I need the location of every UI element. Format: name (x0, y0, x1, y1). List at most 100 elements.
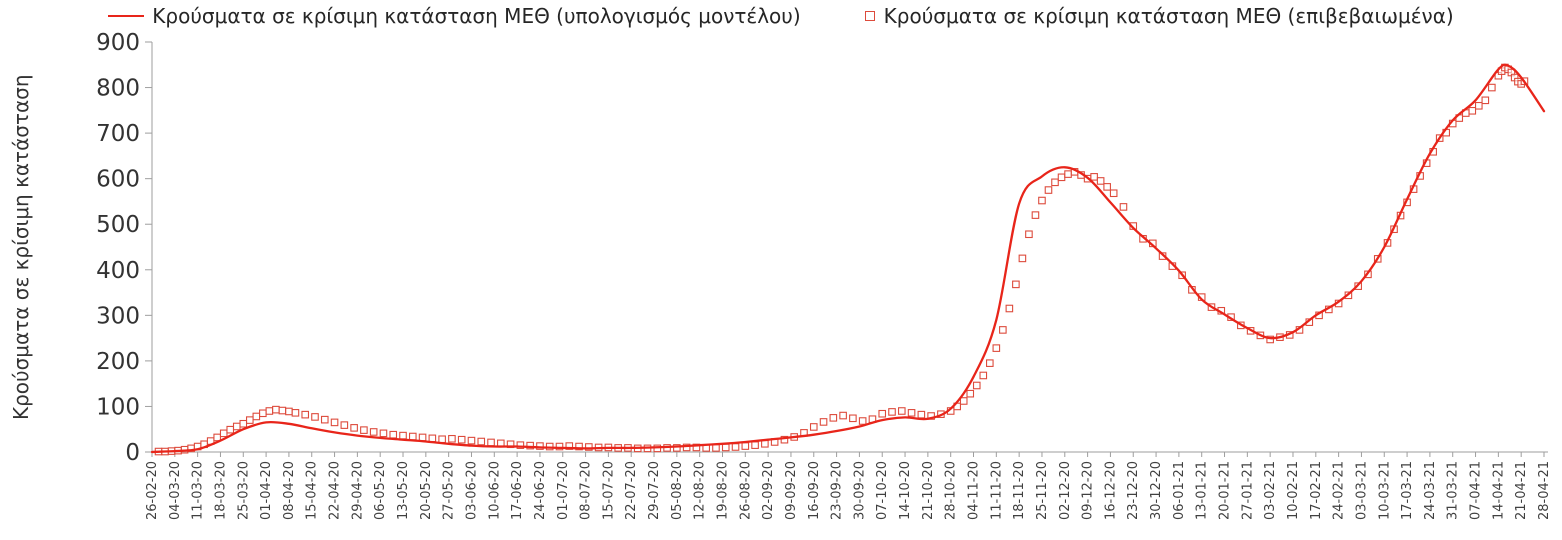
x-tick-label: 01-04-20 (259, 461, 274, 520)
confirmed-point (408, 432, 417, 441)
y-tick-label: 100 (96, 394, 140, 420)
x-tick-label: 18-03-20 (213, 461, 228, 520)
y-tick-label: 700 (96, 121, 140, 147)
x-tick-label: 20-05-20 (419, 461, 434, 520)
x-tick-label: 10-02-21 (1286, 461, 1301, 520)
x-tick-label: 17-03-21 (1400, 461, 1415, 520)
x-tick-label: 14-04-21 (1491, 461, 1506, 520)
confirmed-point (516, 441, 525, 449)
confirmed-point (232, 422, 241, 431)
confirmed-point (858, 417, 867, 425)
legend-model-label: Κρούσματα σε κρίσιμη κατάσταση ΜΕΘ (υπολ… (152, 4, 801, 28)
x-tick-label: 10-03-21 (1377, 461, 1392, 520)
confirmed-point (536, 442, 544, 450)
confirmed-point (438, 435, 446, 444)
confirmed-point (761, 439, 769, 448)
x-tick-label: 14-10-20 (898, 461, 913, 520)
confirmed-point (239, 419, 248, 428)
confirmed-point (1475, 101, 1483, 110)
x-tick-label: 07-10-20 (875, 461, 890, 520)
x-tick-label: 09-12-20 (1081, 461, 1096, 520)
confirmed-point (1488, 83, 1496, 92)
confirmed-point (575, 442, 583, 451)
x-tick-label: 22-04-20 (328, 461, 343, 520)
confirmed-point (259, 409, 267, 418)
confirmed-point (265, 407, 274, 415)
y-tick-label: 200 (96, 349, 140, 375)
confirmed-point (311, 413, 319, 421)
x-tick-label: 03-06-20 (464, 461, 479, 520)
y-tick-label: 800 (96, 76, 140, 102)
x-tick-label: 06-01-21 (1172, 461, 1187, 520)
confirmed-point (565, 442, 574, 450)
x-tick-label: 25-03-20 (236, 461, 251, 520)
confirmed-point (1025, 230, 1033, 239)
confirmed-point (213, 433, 221, 442)
x-tick-label: 03-02-21 (1263, 461, 1278, 520)
confirmed-point (1090, 173, 1098, 181)
confirmed-point (1057, 173, 1066, 182)
confirmed-point (477, 437, 486, 446)
confirmed-point (682, 443, 691, 452)
confirmed-point (1119, 203, 1128, 211)
x-tick-label: 10-06-20 (487, 461, 502, 520)
confirmed-point (1012, 280, 1020, 289)
confirmed-point (330, 418, 339, 427)
x-tick-label: 27-01-21 (1240, 461, 1255, 520)
x-tick-label: 06-05-20 (373, 461, 388, 520)
x-tick-label: 13-01-21 (1195, 461, 1210, 520)
x-tick-label: 24-02-21 (1332, 461, 1347, 520)
confirmed-point (692, 443, 701, 452)
confirmed-point (897, 407, 906, 415)
x-tick-label: 23-12-20 (1126, 461, 1141, 520)
confirmed-point (849, 414, 857, 423)
y-tick-label: 900 (96, 30, 140, 56)
x-tick-label: 23-09-20 (830, 461, 845, 520)
confirmed-point (467, 436, 476, 445)
confirmed-point (1018, 254, 1027, 263)
confirmed-point (1005, 304, 1014, 313)
confirmed-point (1031, 211, 1040, 219)
x-tick-label: 19-08-20 (715, 461, 730, 520)
x-tick-label: 21-04-21 (1514, 461, 1529, 520)
confirmed-point (340, 421, 349, 429)
confirmed-point (972, 381, 981, 390)
confirmed-point (839, 411, 847, 420)
confirmed-point (917, 410, 926, 419)
legend: Κρούσματα σε κρίσιμη κατάσταση ΜΕΘ (υπολ… (0, 4, 1562, 28)
confirmed-point (379, 429, 388, 438)
confirmed-point (888, 408, 896, 416)
confirmed-point (829, 414, 838, 422)
x-tick-label: 28-04-21 (1537, 461, 1552, 520)
confirmed-point (731, 443, 740, 451)
x-tick-label: 05-08-20 (670, 461, 685, 520)
confirmed-point (986, 359, 994, 367)
confirmed-point (360, 426, 368, 434)
x-tick-label: 04-03-20 (168, 461, 183, 520)
x-tick-label: 21-10-20 (921, 461, 936, 520)
confirmed-point (780, 435, 789, 444)
confirmed-point (1266, 335, 1274, 344)
model-line-swatch (108, 15, 145, 17)
x-tick-label: 17-06-20 (510, 461, 525, 520)
confirmed-point (226, 425, 235, 434)
confirmed-point (272, 405, 280, 414)
model-line (150, 63, 1546, 454)
x-tick-label: 09-09-20 (784, 461, 799, 520)
confirmed-point (751, 441, 759, 449)
confirmed-point (245, 416, 254, 424)
confirmed-point (278, 406, 287, 415)
confirmed-point (487, 438, 495, 447)
confirmed-point (1103, 183, 1111, 191)
y-tick-label: 300 (96, 303, 140, 329)
confirmed-point (1481, 96, 1490, 105)
confirmed-point (301, 410, 310, 419)
x-tick-label: 26-08-20 (738, 461, 753, 520)
confirmed-point (399, 431, 407, 440)
confirmed-point (291, 409, 300, 417)
x-tick-label: 02-12-20 (1058, 461, 1073, 520)
y-tick-label: 600 (96, 167, 140, 193)
x-tick-label: 01-07-20 (556, 461, 571, 520)
x-tick-label: 08-04-20 (282, 461, 297, 520)
